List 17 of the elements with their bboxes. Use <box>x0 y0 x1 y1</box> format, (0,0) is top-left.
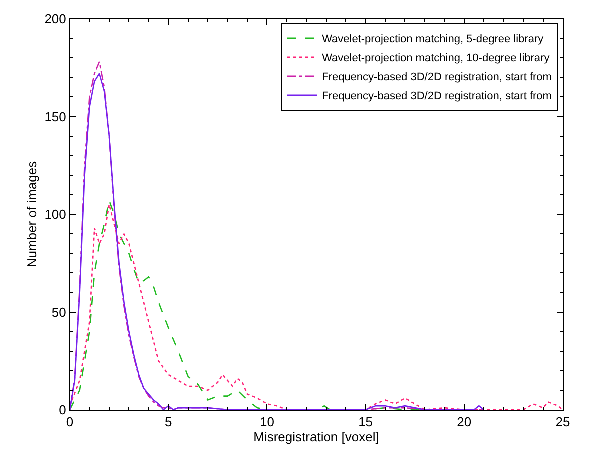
line-series <box>70 204 563 410</box>
y-tick-label: 0 <box>59 402 66 418</box>
legend-label: Frequency-based 3D/2D registration, start from <box>322 90 552 103</box>
x-axis-title: Misregistration [voxel] <box>254 430 380 445</box>
x-tick-label: 10 <box>260 414 274 430</box>
y-tick-label: 100 <box>44 207 66 222</box>
y-tick-label: 50 <box>52 304 66 320</box>
x-tick-label: 15 <box>358 414 374 430</box>
x-tick-label: 5 <box>164 414 172 430</box>
y-tick-label: 150 <box>44 109 66 124</box>
x-tick-label: 25 <box>556 414 570 430</box>
legend-label: Wavelet-projection matching, 10-degree library <box>322 52 550 65</box>
legend-label: Frequency-based 3D/2D registration, start from <box>322 72 552 84</box>
y-tick-label: 200 <box>44 12 66 27</box>
legend-label: Wavelet-projection matching, 5-degree library <box>322 34 544 46</box>
x-tick-label: 20 <box>457 414 472 430</box>
y-axis-title: Number of images <box>24 160 40 268</box>
